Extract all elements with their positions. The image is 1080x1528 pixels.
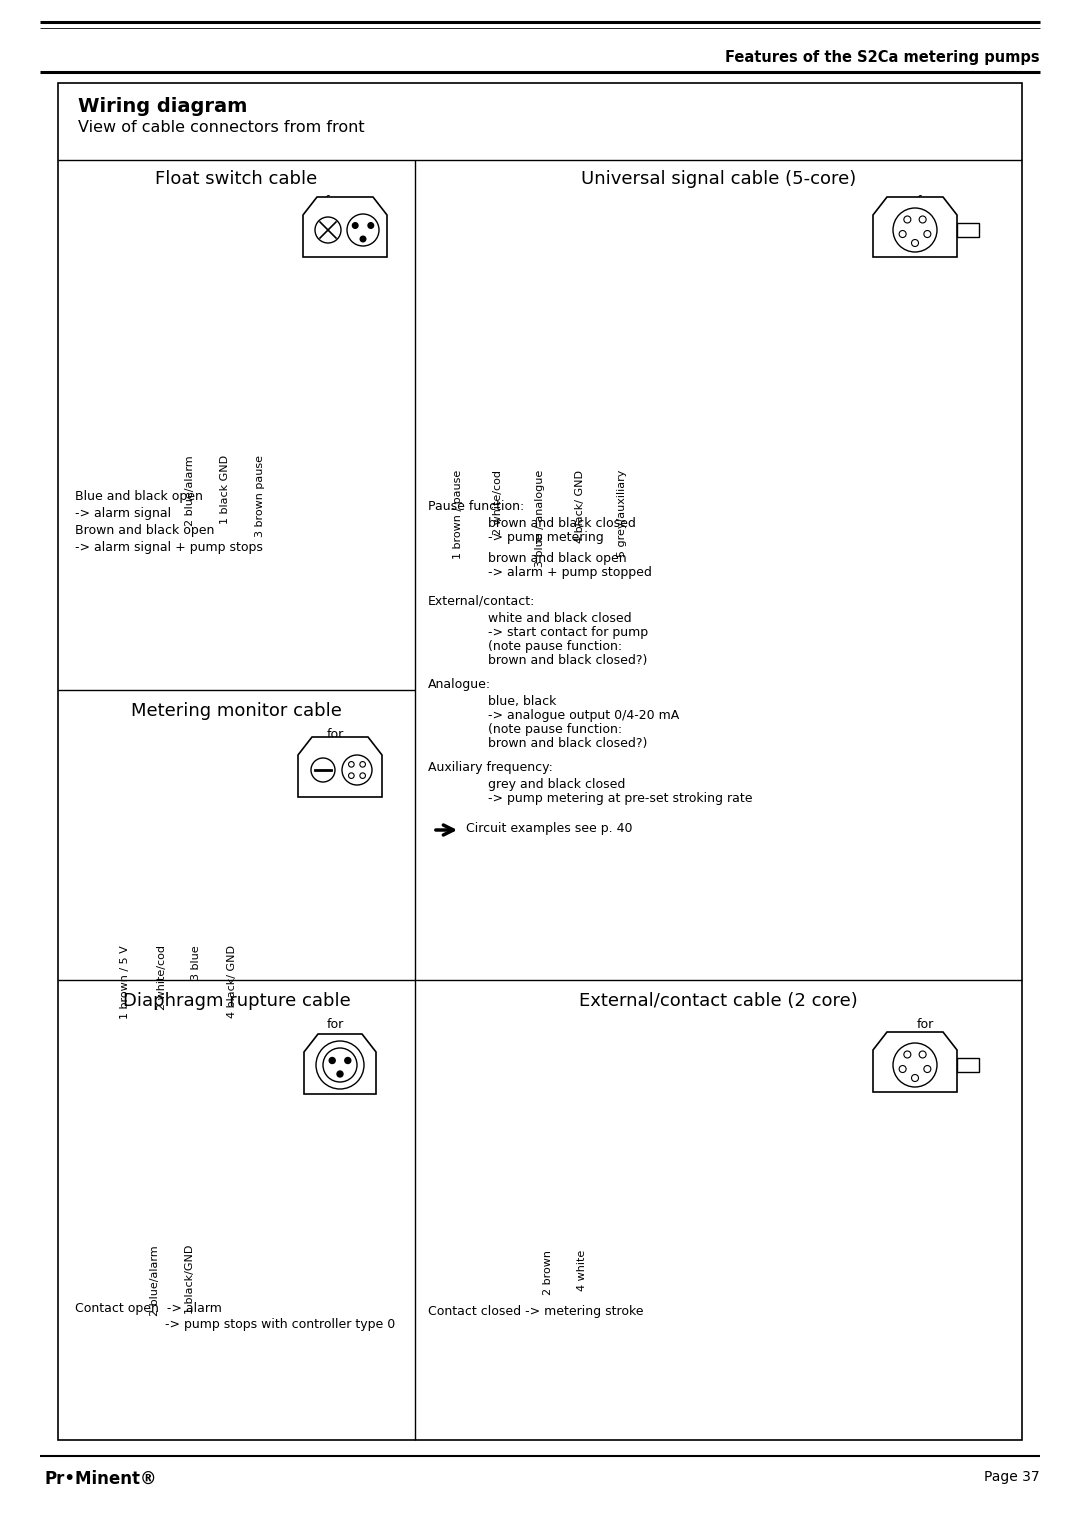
Text: 5 grey/auxiliary: 5 grey/auxiliary xyxy=(617,471,627,558)
Text: Analogue:: Analogue: xyxy=(428,678,491,691)
Circle shape xyxy=(349,773,354,778)
Circle shape xyxy=(323,1048,357,1082)
Circle shape xyxy=(904,1051,910,1057)
Text: Float switch cable: Float switch cable xyxy=(156,170,318,188)
Polygon shape xyxy=(873,1031,957,1093)
Text: View of cable connectors from front: View of cable connectors from front xyxy=(78,121,365,134)
Text: 1 black GND: 1 black GND xyxy=(220,455,230,524)
Text: for: for xyxy=(326,1018,343,1031)
Text: 2 brown: 2 brown xyxy=(543,1250,553,1296)
Text: 1 black/GND: 1 black/GND xyxy=(185,1245,195,1314)
Text: 3 blue: 3 blue xyxy=(191,944,201,979)
Text: 2 blue/alarm: 2 blue/alarm xyxy=(185,455,195,526)
Text: 4 white: 4 white xyxy=(577,1250,588,1291)
Text: -> alarm + pump stopped: -> alarm + pump stopped xyxy=(488,565,652,579)
Text: brown and black closed?): brown and black closed?) xyxy=(488,654,647,668)
Text: blue, black: blue, black xyxy=(488,695,556,707)
Circle shape xyxy=(919,1051,927,1057)
Bar xyxy=(58,83,1022,1439)
Circle shape xyxy=(919,215,927,223)
Text: 1 brown / 5 V: 1 brown / 5 V xyxy=(120,944,130,1019)
Polygon shape xyxy=(303,197,387,257)
Text: 3 blue / analogue: 3 blue / analogue xyxy=(535,471,545,567)
Text: for: for xyxy=(916,196,933,208)
Text: Page 37: Page 37 xyxy=(984,1470,1040,1484)
Circle shape xyxy=(912,240,918,246)
Circle shape xyxy=(893,208,937,252)
Text: brown and black open: brown and black open xyxy=(488,552,626,565)
Text: -> analogue output 0/4-20 mA: -> analogue output 0/4-20 mA xyxy=(488,709,679,723)
Text: Features of the S2Ca metering pumps: Features of the S2Ca metering pumps xyxy=(726,50,1040,66)
Text: brown and black closed: brown and black closed xyxy=(488,516,636,530)
Circle shape xyxy=(893,1044,937,1086)
Text: (note pause function:: (note pause function: xyxy=(488,723,622,736)
Circle shape xyxy=(329,1057,335,1063)
Circle shape xyxy=(912,1074,918,1082)
Text: 1 brown / pause: 1 brown / pause xyxy=(453,471,463,559)
Text: Pr•Minent®: Pr•Minent® xyxy=(45,1470,158,1488)
Circle shape xyxy=(360,761,365,767)
Circle shape xyxy=(904,215,910,223)
Text: External/contact:: External/contact: xyxy=(428,594,536,608)
Text: grey and black closed: grey and black closed xyxy=(488,778,625,792)
Circle shape xyxy=(316,1041,364,1089)
Text: for: for xyxy=(326,727,343,741)
Text: brown and black closed?): brown and black closed?) xyxy=(488,736,647,750)
Text: Circuit examples see p. 40: Circuit examples see p. 40 xyxy=(465,822,633,834)
Text: -> start contact for pump: -> start contact for pump xyxy=(488,626,648,639)
Bar xyxy=(957,223,978,237)
Circle shape xyxy=(900,231,906,237)
Circle shape xyxy=(349,761,354,767)
Circle shape xyxy=(345,1057,351,1063)
Text: Wiring diagram: Wiring diagram xyxy=(78,96,247,116)
Text: (note pause function:: (note pause function: xyxy=(488,640,622,652)
Circle shape xyxy=(900,1065,906,1073)
Circle shape xyxy=(342,755,372,785)
Text: Metering monitor cable: Metering monitor cable xyxy=(131,701,342,720)
Text: 3 brown pause: 3 brown pause xyxy=(255,455,265,536)
Text: Blue and black open
-> alarm signal
Brown and black open
-> alarm signal + pump : Blue and black open -> alarm signal Brow… xyxy=(75,490,262,555)
Text: 2 white/cod: 2 white/cod xyxy=(492,471,503,535)
Text: Pause function:: Pause function: xyxy=(428,500,524,513)
Polygon shape xyxy=(873,197,957,257)
Circle shape xyxy=(361,237,366,241)
Circle shape xyxy=(923,1065,931,1073)
Text: Contact closed -> metering stroke: Contact closed -> metering stroke xyxy=(428,1305,644,1319)
Circle shape xyxy=(368,223,374,228)
Circle shape xyxy=(337,1071,343,1077)
Text: Universal signal cable (5-core): Universal signal cable (5-core) xyxy=(581,170,856,188)
Text: for: for xyxy=(916,1018,933,1031)
Text: -> pump metering: -> pump metering xyxy=(488,532,604,544)
Bar xyxy=(957,1057,978,1073)
Text: -> pump metering at pre-set stroking rate: -> pump metering at pre-set stroking rat… xyxy=(488,792,753,805)
Text: -> pump stops with controller type 0: -> pump stops with controller type 0 xyxy=(165,1319,395,1331)
Text: white and black closed: white and black closed xyxy=(488,613,632,625)
Circle shape xyxy=(315,217,341,243)
Text: Contact open  -> alarm: Contact open -> alarm xyxy=(75,1302,221,1316)
Text: 2 white/cod: 2 white/cod xyxy=(157,944,167,1010)
Text: Auxiliary frequency:: Auxiliary frequency: xyxy=(428,761,553,775)
Text: 4 black/ GND: 4 black/ GND xyxy=(575,471,585,542)
Circle shape xyxy=(347,214,379,246)
Circle shape xyxy=(311,758,335,782)
Text: 2 blue/alarm: 2 blue/alarm xyxy=(150,1245,160,1316)
Text: External/contact cable (2 core): External/contact cable (2 core) xyxy=(579,992,858,1010)
Text: for: for xyxy=(324,196,341,208)
Circle shape xyxy=(352,223,357,228)
Circle shape xyxy=(923,231,931,237)
Polygon shape xyxy=(303,1034,376,1094)
Text: 4 black/ GND: 4 black/ GND xyxy=(227,944,237,1018)
Polygon shape xyxy=(298,736,382,798)
Text: Diaphragm rupture cable: Diaphragm rupture cable xyxy=(123,992,350,1010)
Circle shape xyxy=(360,773,365,778)
